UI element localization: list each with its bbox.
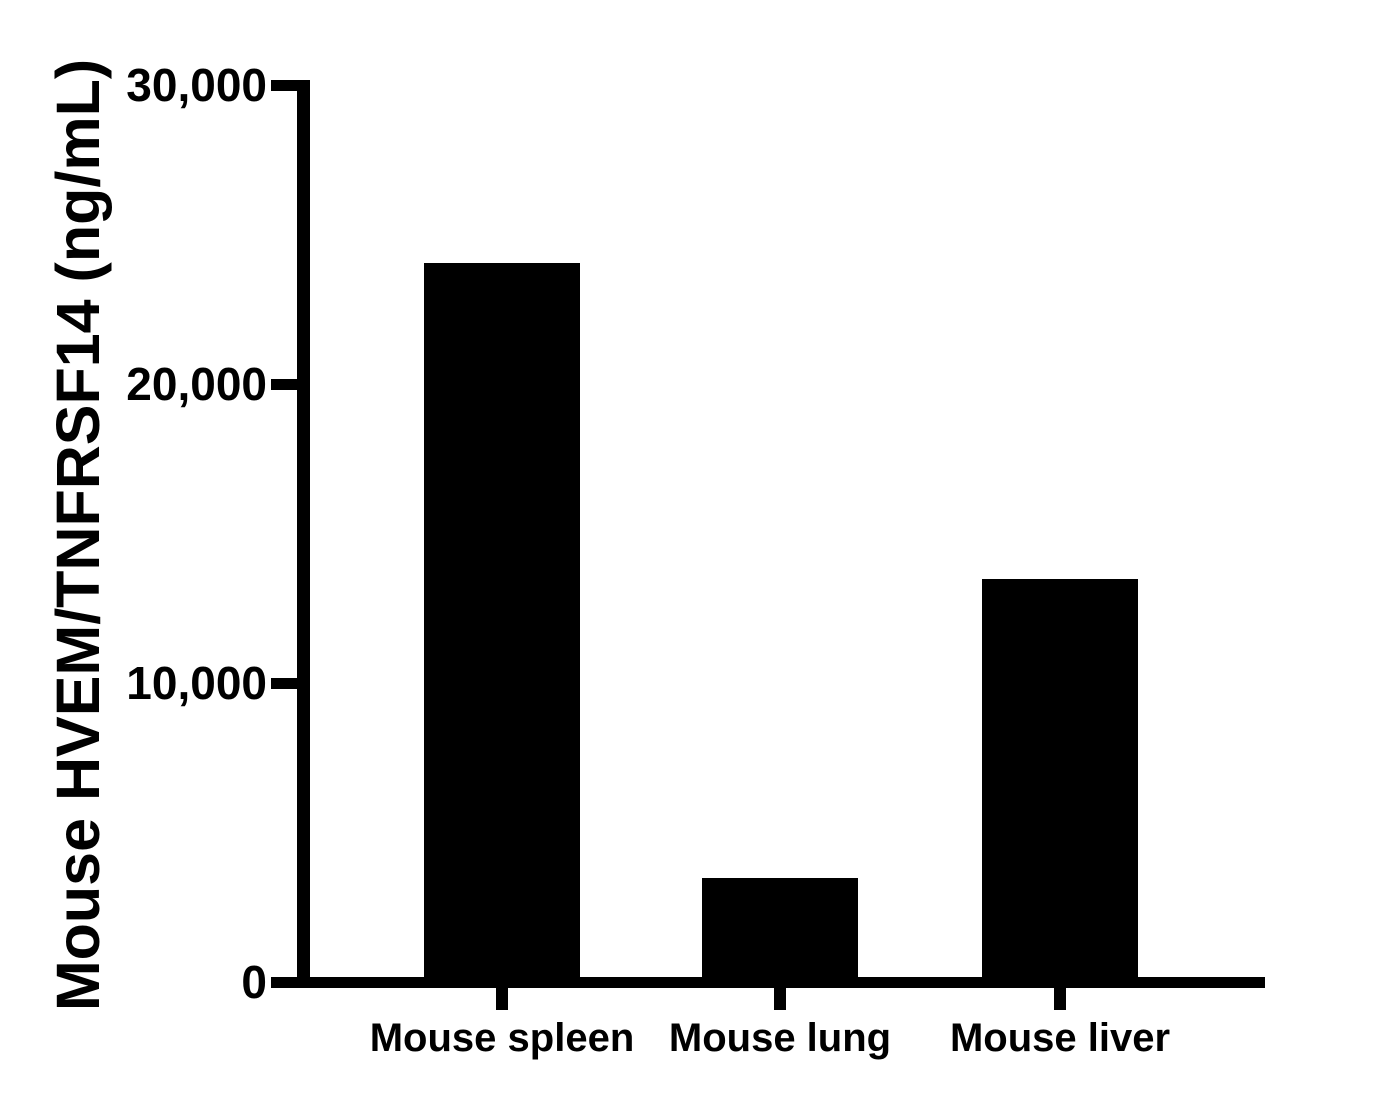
- y-axis-tick: [271, 976, 297, 988]
- y-axis-tick-label: 0: [241, 956, 267, 1008]
- y-axis-tick-label: 30,000: [126, 59, 267, 111]
- y-axis-title: Mouse HVEM/TNFRSF14 (ng/mL): [44, 58, 112, 1012]
- x-axis-line: [297, 977, 1265, 988]
- x-axis-tick: [496, 988, 508, 1010]
- x-axis-tick: [774, 988, 786, 1010]
- y-axis-tick: [271, 79, 297, 91]
- x-axis-category-label: Mouse spleen: [369, 1016, 635, 1060]
- y-axis-tick: [271, 677, 297, 689]
- y-axis-tick-label: 10,000: [126, 657, 267, 709]
- bar-mouse-spleen: [424, 262, 580, 982]
- x-axis-category-label: Mouse liver: [949, 1016, 1171, 1060]
- y-axis-tick-label: 20,000: [126, 358, 267, 410]
- x-axis-category-label: Mouse lung: [668, 1016, 892, 1060]
- bar-mouse-lung: [702, 878, 858, 982]
- bar-mouse-liver: [982, 578, 1138, 982]
- y-axis-line: [297, 80, 310, 988]
- x-axis-tick: [1054, 988, 1066, 1010]
- y-axis-tick: [271, 378, 297, 390]
